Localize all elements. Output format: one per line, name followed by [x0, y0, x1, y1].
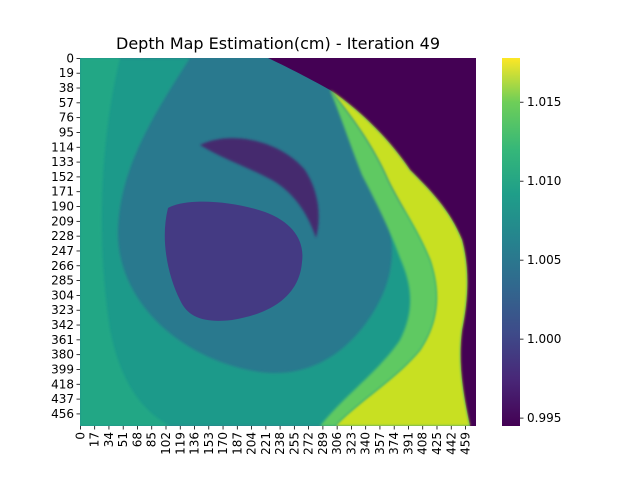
y-tick-label: 95 — [59, 125, 74, 139]
y-tick-label: 247 — [51, 244, 74, 258]
x-tick-label: 34 — [102, 432, 116, 447]
y-tick-label: 437 — [51, 392, 74, 406]
colorbar: 0.995 1.000 1.005 1.010 1.015 — [502, 58, 561, 426]
x-tick-label: 204 — [245, 432, 259, 455]
y-tick-label: 209 — [51, 214, 74, 228]
y-tick-label: 399 — [51, 362, 74, 376]
x-tick-group: 0 17 34 51 68 85 102 119 136 153 170 187 204 221 238 25… — [73, 426, 473, 455]
y-tick-label: 266 — [51, 259, 74, 273]
region-bright-rim — [330, 90, 470, 426]
x-tick-label: 17 — [88, 432, 102, 447]
x-tick-label: 187 — [230, 432, 244, 455]
y-tick-label: 342 — [51, 318, 74, 332]
colorbar-gradient — [502, 58, 520, 426]
x-tick-label: 85 — [145, 432, 159, 447]
y-tick-group: 0193857769511413315217119020922824726628… — [51, 51, 80, 421]
region-outer-ring — [80, 58, 476, 426]
region-upper-right-corner — [268, 58, 476, 426]
x-tick-label: 408 — [416, 432, 430, 455]
x-tick-label: 102 — [159, 432, 173, 455]
x-tick-label: 272 — [302, 432, 316, 455]
colorbar-tick-label: 1.010 — [527, 174, 561, 188]
y-tick-label: 361 — [51, 333, 74, 347]
chart-title: Depth Map Estimation(cm) - Iteration 49 — [116, 34, 440, 53]
y-tick-label: 171 — [51, 185, 74, 199]
y-tick-label: 418 — [51, 377, 74, 391]
x-axis: 0 17 34 51 68 85 102 119 136 153 170 187 204 221 238 25… — [73, 426, 473, 455]
x-tick-label: 340 — [359, 432, 373, 455]
colorbar-tick-label: 0.995 — [527, 411, 561, 425]
y-tick-label: 456 — [51, 407, 74, 421]
x-tick-label: 357 — [373, 432, 387, 455]
x-tick-label: 51 — [116, 432, 130, 447]
x-tick-label: 425 — [430, 432, 444, 455]
x-tick-label: 136 — [188, 432, 202, 455]
y-tick-label: 114 — [51, 140, 74, 154]
y-tick-label: 0 — [66, 51, 74, 65]
region-rim-inner — [320, 90, 437, 426]
y-tick-label: 190 — [51, 200, 74, 214]
y-tick-label: 38 — [59, 81, 74, 95]
x-tick-label: 306 — [330, 432, 344, 455]
colorbar-tick-label: 1.005 — [527, 253, 561, 267]
x-tick-label: 374 — [387, 432, 401, 455]
y-tick-label: 323 — [51, 303, 74, 317]
colorbar-tick-group: 0.995 1.000 1.005 1.010 1.015 — [520, 95, 561, 425]
y-tick-label: 57 — [59, 96, 74, 110]
colorbar-tick-label: 1.015 — [527, 95, 561, 109]
x-tick-label: 153 — [202, 432, 216, 455]
y-tick-label: 285 — [51, 274, 74, 288]
x-tick-label: 391 — [401, 432, 415, 455]
heatmap — [80, 58, 476, 426]
x-tick-label: 221 — [259, 432, 273, 455]
y-tick-label: 304 — [51, 288, 74, 302]
x-tick-label: 289 — [316, 432, 330, 455]
y-tick-label: 19 — [59, 66, 74, 80]
x-tick-label: 255 — [287, 432, 301, 455]
x-tick-label: 459 — [459, 432, 473, 455]
x-tick-label: 68 — [130, 432, 144, 447]
x-tick-label: 323 — [344, 432, 358, 455]
x-tick-label: 442 — [444, 432, 458, 455]
colorbar-tick-label: 1.000 — [527, 332, 561, 346]
y-axis: 0193857769511413315217119020922824726628… — [51, 51, 80, 421]
x-tick-label: 238 — [273, 432, 287, 455]
region-left-band — [80, 58, 170, 426]
y-tick-label: 76 — [59, 111, 74, 125]
region-upper-crescent — [200, 138, 319, 238]
y-tick-label: 152 — [51, 170, 74, 184]
region-central-depression — [164, 201, 303, 321]
x-tick-label: 170 — [216, 432, 230, 455]
x-tick-label: 0 — [73, 432, 87, 440]
y-tick-label: 133 — [51, 155, 74, 169]
y-tick-label: 228 — [51, 229, 74, 243]
y-tick-label: 380 — [51, 348, 74, 362]
x-tick-label: 119 — [173, 432, 187, 455]
